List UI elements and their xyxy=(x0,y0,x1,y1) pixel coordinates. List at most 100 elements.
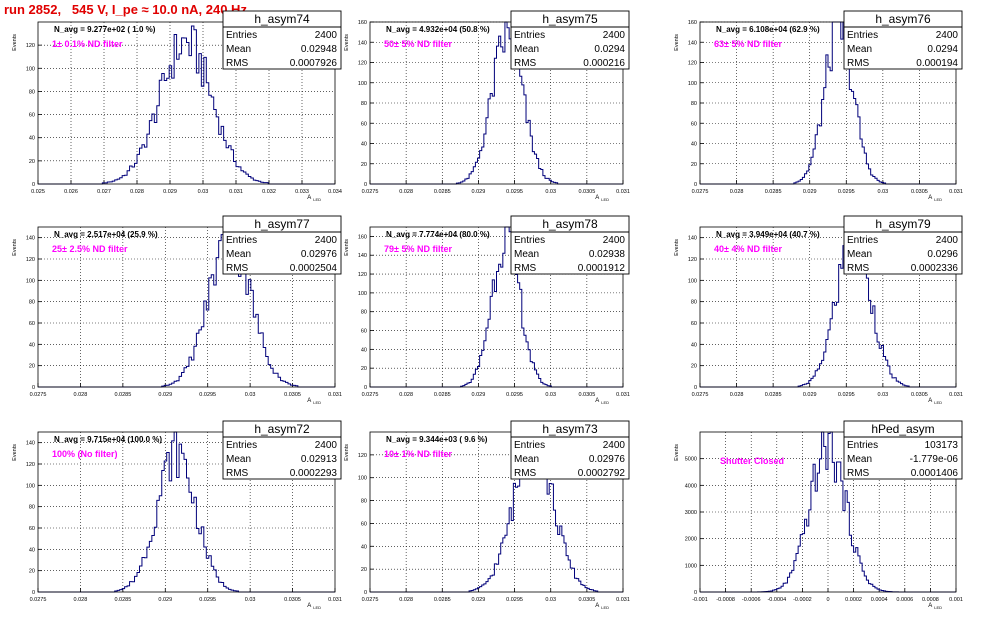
stats-value: 2400 xyxy=(936,235,959,246)
stats-label: Entries xyxy=(847,235,878,246)
x-tick-label: 0.0305 xyxy=(284,392,301,398)
stats-label: RMS xyxy=(847,58,870,69)
x-tick-label: 0.034 xyxy=(328,189,342,195)
stats-label: RMS xyxy=(226,468,249,479)
stats-box xyxy=(510,10,630,70)
histogram-name: h_asym74 xyxy=(254,12,310,26)
x-tick-label: 0.0285 xyxy=(765,392,782,398)
histogram-line xyxy=(38,25,335,185)
y-tick-label: 60 xyxy=(361,121,367,127)
x-tick-label: 0.029 xyxy=(472,189,486,195)
stats-label: RMS xyxy=(514,58,537,69)
stats-label: Mean xyxy=(514,44,539,55)
x-tick-label: -0.0004 xyxy=(767,597,786,603)
y-axis-label: Events xyxy=(344,444,350,461)
stats-value: 2400 xyxy=(936,30,959,41)
y-tick-label: 0 xyxy=(694,182,697,188)
stats-value: 2400 xyxy=(603,235,626,246)
stats-value: 0.02976 xyxy=(301,249,338,260)
filter-annotation: 1± 0.1% ND filter xyxy=(52,39,123,49)
y-tick-label: 140 xyxy=(26,441,35,447)
x-axis-label: A LED xyxy=(928,398,942,405)
y-tick-label: 1000 xyxy=(685,563,697,569)
stats-label: Entries xyxy=(847,30,878,41)
x-tick-label: 0.0275 xyxy=(362,392,379,398)
stats-box xyxy=(843,420,963,480)
navg-label: N_avg = 4.932e+04 (50.8 %) xyxy=(386,25,490,34)
stats-value: 0.000216 xyxy=(583,58,625,69)
histogram-name: h_asym75 xyxy=(542,12,598,26)
y-tick-label: 100 xyxy=(688,278,697,284)
y-tick-label: 160 xyxy=(358,234,367,240)
y-tick-label: 2000 xyxy=(685,537,697,543)
plot-frame xyxy=(369,431,624,593)
x-tick-label: 0.029 xyxy=(158,392,172,398)
stats-label: Entries xyxy=(226,440,257,451)
y-tick-label: 140 xyxy=(688,236,697,242)
plot-frame xyxy=(699,226,957,388)
x-tick-label: 0.0295 xyxy=(838,392,855,398)
y-tick-label: 120 xyxy=(688,61,697,67)
y-axis-label: Events xyxy=(12,239,18,256)
x-tick-label: 0.0275 xyxy=(362,189,379,195)
x-axis-subscript: LED xyxy=(601,197,609,202)
y-axis-label: Events xyxy=(344,34,350,51)
x-tick-label: 0.0305 xyxy=(284,597,301,603)
stats-box xyxy=(222,215,342,275)
y-tick-label: 80 xyxy=(361,101,367,107)
y-tick-label: 140 xyxy=(358,253,367,259)
x-axis-subscript: LED xyxy=(601,605,609,610)
x-tick-label: 0.0285 xyxy=(434,189,451,195)
x-tick-label: 0.0008 xyxy=(922,597,939,603)
stats-value: 2400 xyxy=(315,235,338,246)
x-axis-subscript: LED xyxy=(601,400,609,405)
y-tick-label: 40 xyxy=(361,544,367,550)
x-tick-label: 0.032 xyxy=(262,189,276,195)
x-axis-label: A LED xyxy=(595,195,609,202)
y-tick-label: 20 xyxy=(691,364,697,370)
y-tick-label: 20 xyxy=(29,364,35,370)
histogram-panel-h_asym78: 0.0275 0.028 0.0285 0.029 0.0295 0.03 0.0305 0.… xyxy=(344,215,630,405)
x-tick-label: 0.031 xyxy=(949,189,963,195)
y-tick-label: 80 xyxy=(691,101,697,107)
y-tick-label: 20 xyxy=(29,569,35,575)
histogram-name: h_asym76 xyxy=(875,12,931,26)
x-tick-label: 0.028 xyxy=(130,189,144,195)
y-axis-label: Events xyxy=(674,444,680,461)
stats-label: RMS xyxy=(514,263,537,274)
x-tick-label: 0.03 xyxy=(545,597,556,603)
x-tick-label: 0.0275 xyxy=(362,597,379,603)
x-tick-label: 0.03 xyxy=(877,189,888,195)
x-tick-label: 0.0295 xyxy=(838,189,855,195)
y-tick-label: 120 xyxy=(688,257,697,263)
stats-value: 0.0002792 xyxy=(578,468,626,479)
y-tick-label: 100 xyxy=(358,291,367,297)
x-tick-label: 0.029 xyxy=(158,597,172,603)
y-tick-label: 80 xyxy=(691,300,697,306)
x-tick-label: 0.028 xyxy=(74,392,88,398)
navg-label: N_avg = 9.277e+02 ( 1.0 %) xyxy=(54,25,156,34)
x-tick-label: 0.0275 xyxy=(692,392,709,398)
x-tick-label: 0.031 xyxy=(616,392,630,398)
stats-value: 0.0296 xyxy=(927,249,958,260)
y-tick-label: 0 xyxy=(694,385,697,391)
navg-label: N_avg = 6.108e+04 (62.9 %) xyxy=(716,25,820,34)
y-tick-label: 0 xyxy=(694,590,697,596)
x-tick-label: 0.026 xyxy=(64,189,78,195)
x-tick-label: 0 xyxy=(826,597,829,603)
x-tick-label: 0.028 xyxy=(399,597,413,603)
y-tick-label: 60 xyxy=(691,121,697,127)
stats-box xyxy=(843,10,963,70)
y-tick-label: 60 xyxy=(361,329,367,335)
y-tick-label: 80 xyxy=(29,89,35,95)
y-tick-label: 3000 xyxy=(685,510,697,516)
filter-annotation: 100% (No filter) xyxy=(52,449,118,459)
x-tick-label: 0.031 xyxy=(616,597,630,603)
x-tick-label: 0.028 xyxy=(399,189,413,195)
y-tick-label: 120 xyxy=(26,462,35,468)
x-tick-label: 0.0305 xyxy=(578,597,595,603)
stats-label: RMS xyxy=(514,468,537,479)
stats-label: Entries xyxy=(226,30,257,41)
x-tick-label: 0.0004 xyxy=(871,597,888,603)
x-axis-subscript: LED xyxy=(934,400,942,405)
